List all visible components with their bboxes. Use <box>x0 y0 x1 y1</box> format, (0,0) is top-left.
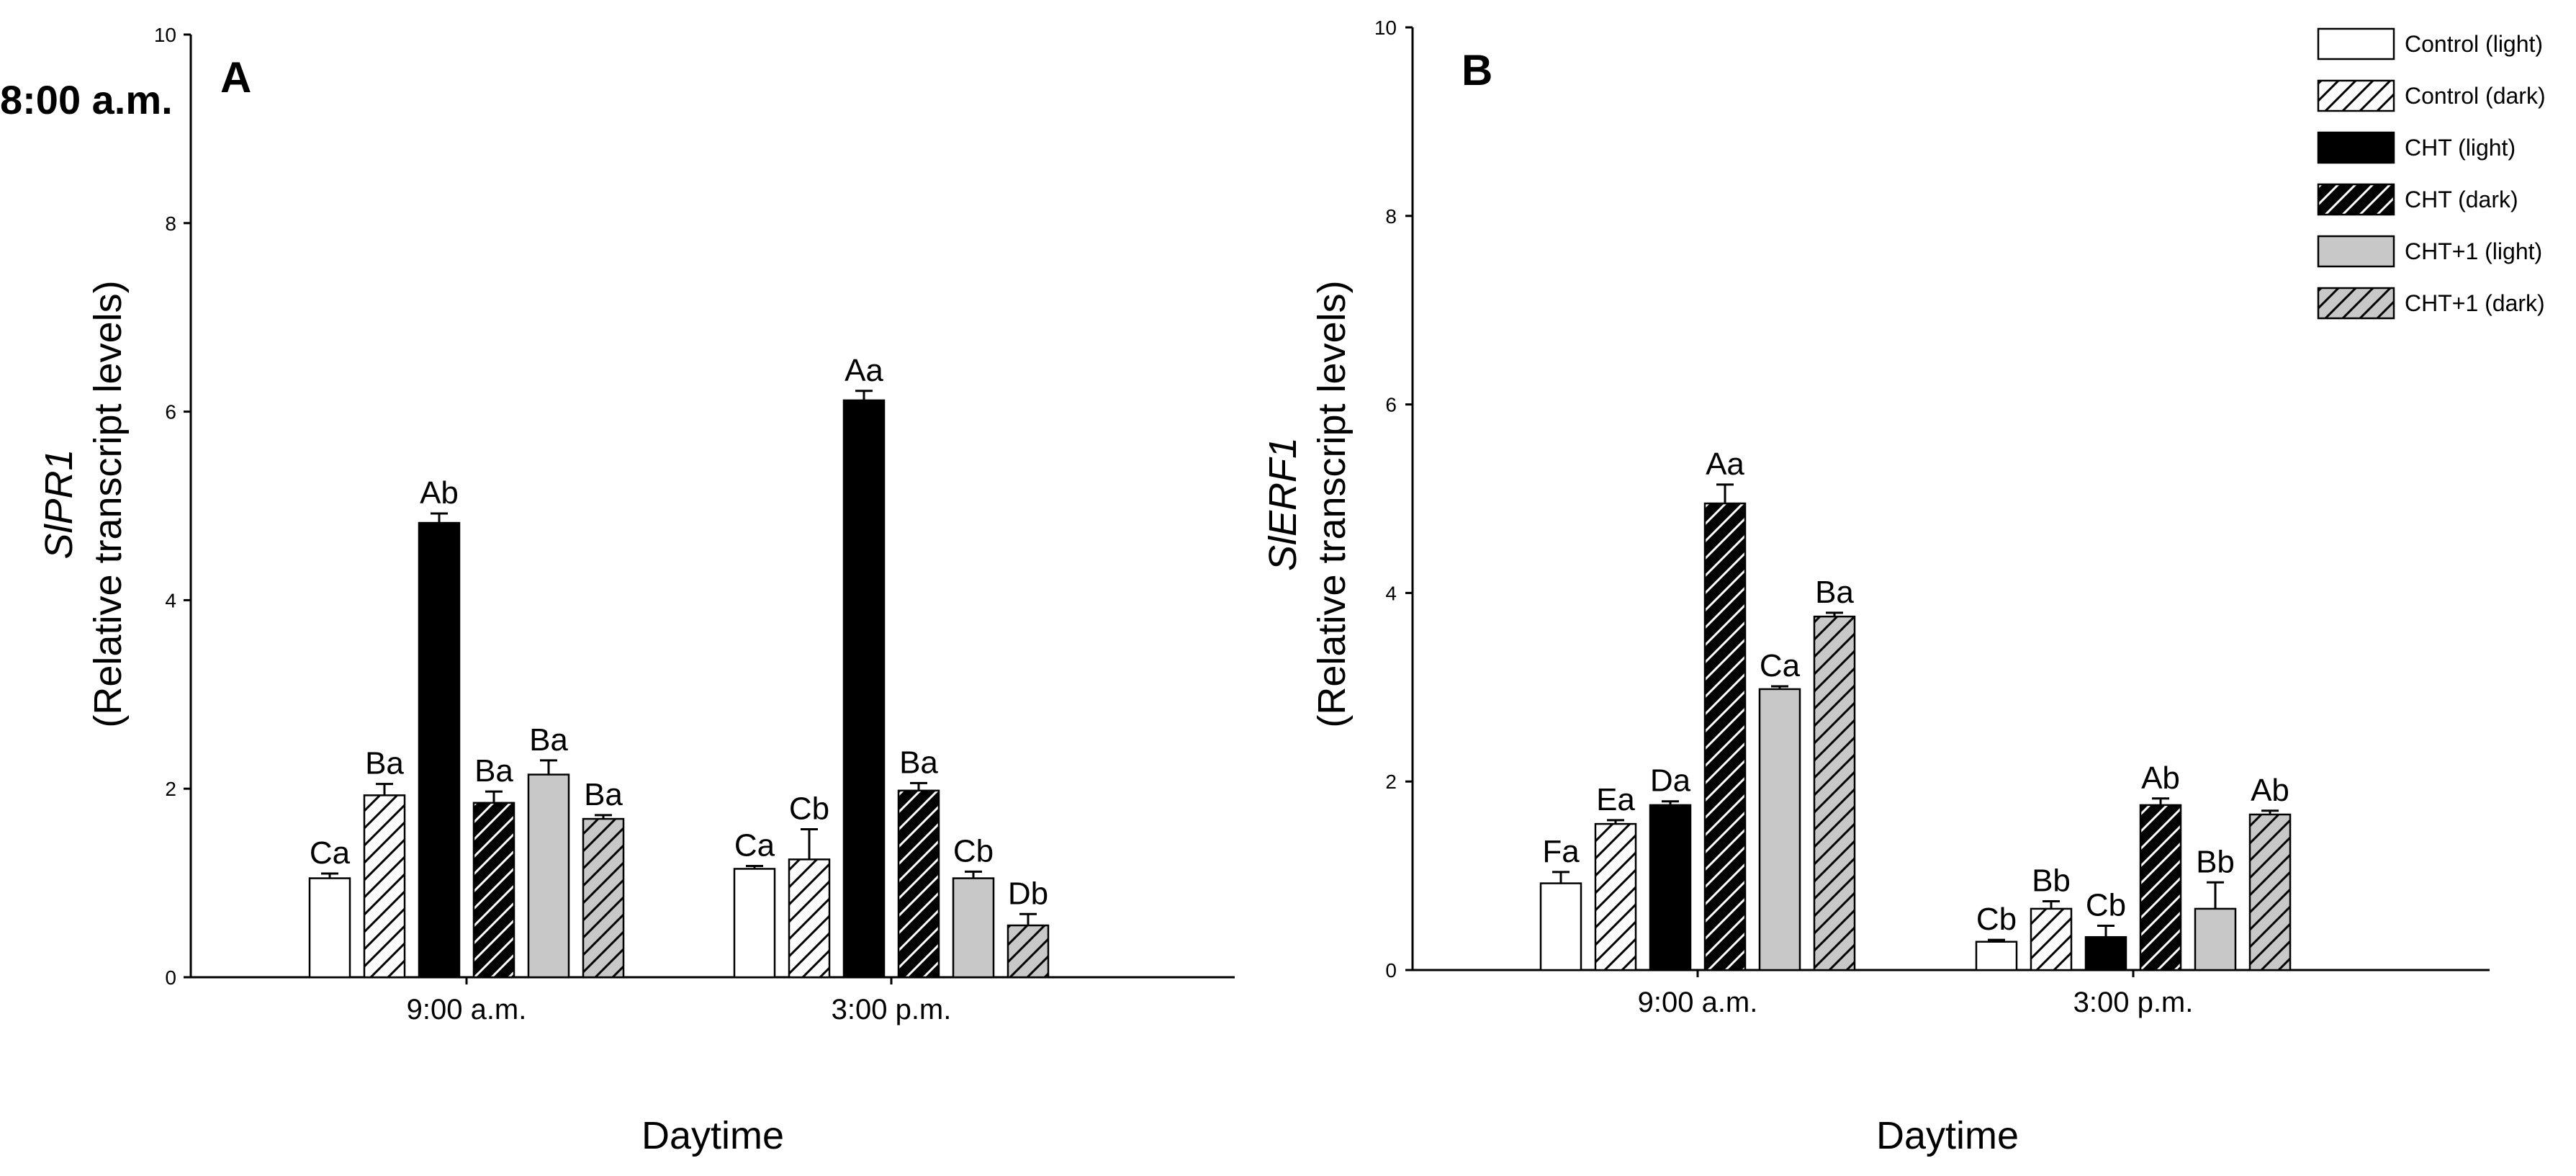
bar <box>472 802 515 979</box>
significance-label: Ba <box>474 753 513 789</box>
panel-a-ylabel: (Relative transcript levels) <box>86 280 130 727</box>
legend-label: Control (light) <box>2405 31 2543 57</box>
y-tick-label: 4 <box>165 589 176 611</box>
y-tick-label: 0 <box>165 966 176 989</box>
bar <box>2030 907 2073 971</box>
significance-label: Ba <box>365 746 404 781</box>
significance-label: Bb <box>2196 844 2235 879</box>
panel-b-xlabel: Daytime <box>1876 1114 2019 1157</box>
bar <box>1703 502 1747 971</box>
legend-label: CHT (light) <box>2405 135 2516 161</box>
bar <box>582 817 625 979</box>
bar <box>1649 804 1692 971</box>
panel-b-letter: B <box>1462 46 1492 94</box>
y-tick-label: 2 <box>165 778 176 800</box>
significance-label: Fa <box>1542 834 1580 869</box>
panel-a-time-note: 8:00 a.m. <box>0 77 173 122</box>
legend-swatch <box>2317 131 2395 164</box>
significance-label: Ca <box>1760 648 1801 683</box>
panel-b-ylabel-gene: SlERF1 <box>1261 437 1305 571</box>
bar <box>1758 688 1801 971</box>
category-label: 3:00 p.m. <box>2073 987 2194 1018</box>
bar <box>308 877 351 979</box>
y-tick-label: 10 <box>154 24 176 46</box>
y-tick-label: 6 <box>165 401 176 423</box>
bar <box>1539 882 1582 971</box>
panel-b: B SlERF1 (Relative transcript levels) Da… <box>1261 17 2490 1157</box>
bar <box>1006 924 1050 979</box>
significance-label: Ab <box>2251 773 2289 808</box>
legend-swatch <box>2317 235 2395 268</box>
significance-label: Cb <box>789 791 829 826</box>
significance-label: Aa <box>1706 446 1744 482</box>
bar <box>418 521 461 979</box>
legend-swatch <box>2317 183 2395 216</box>
y-tick-label: 4 <box>1385 582 1397 604</box>
y-tick-label: 6 <box>1385 394 1397 416</box>
panel-a-letter: A <box>220 53 251 102</box>
legend-label: Control (dark) <box>2405 83 2546 109</box>
significance-label: Ea <box>1596 782 1635 817</box>
panel-a: 8:00 a.m. A SlPR1 (Relative transcript l… <box>0 24 1235 1157</box>
significance-label: Cb <box>1976 902 2017 937</box>
significance-label: Ba <box>1815 575 1854 610</box>
bar <box>1975 941 2018 971</box>
panel-a-plot: 0 2 4 6 8 10 9:00 a.m. Ca Ba Ab Ba Ba Ba 3:00 p.m. Ca C… <box>154 24 1235 1025</box>
y-tick-label: 10 <box>1374 17 1397 39</box>
bar <box>2139 804 2182 971</box>
significance-label: Ba <box>584 777 623 812</box>
panel-a-xlabel: Daytime <box>641 1114 784 1157</box>
bar <box>952 877 995 979</box>
significance-label: Cb <box>953 833 994 868</box>
bar <box>842 399 886 979</box>
significance-label: Ab <box>2141 760 2180 796</box>
significance-label: Cb <box>2086 887 2126 923</box>
significance-label: Da <box>1650 763 1691 799</box>
bar <box>2248 813 2292 971</box>
bar <box>1813 615 1856 971</box>
significance-label: Ba <box>899 745 938 780</box>
significance-label: Aa <box>845 353 883 388</box>
legend-swatch <box>2317 287 2395 320</box>
legend-swatch <box>2317 79 2395 112</box>
significance-label: Db <box>1008 876 1048 911</box>
bar <box>527 773 570 979</box>
legend-label: CHT+1 (light) <box>2405 238 2542 264</box>
category-label: 9:00 a.m. <box>1638 987 1758 1018</box>
bar <box>897 789 940 979</box>
panel-b-ylabel: (Relative transcript levels) <box>1310 280 1354 727</box>
legend: Control (light) Control (dark) CHT (light)… <box>2317 27 2546 320</box>
significance-label: Ca <box>310 835 351 871</box>
significance-label: Bb <box>2032 863 2071 898</box>
legend-label: CHT+1 (dark) <box>2405 290 2545 316</box>
significance-label: Ab <box>420 475 459 511</box>
bar <box>2084 935 2127 971</box>
bar <box>788 858 831 979</box>
significance-label: Ca <box>734 828 775 863</box>
bar <box>1594 822 1637 971</box>
bar <box>733 868 776 979</box>
bar <box>2194 907 2237 971</box>
legend-label: CHT (dark) <box>2405 187 2518 212</box>
panel-b-plot: 0 2 4 6 8 10 9:00 a.m. Fa Ea Da Aa Ca Ba 3:00 p.m. Cb B… <box>1374 17 2490 1018</box>
legend-swatch <box>2317 27 2395 60</box>
category-label: 9:00 a.m. <box>407 994 527 1025</box>
panel-a-ylabel-gene: SlPR1 <box>37 449 81 559</box>
significance-label: Ba <box>529 722 568 758</box>
y-tick-label: 0 <box>1385 959 1397 982</box>
category-label: 3:00 p.m. <box>832 994 952 1025</box>
y-tick-label: 8 <box>1385 205 1397 228</box>
y-tick-label: 2 <box>1385 771 1397 793</box>
y-tick-label: 8 <box>165 212 176 235</box>
bar <box>363 794 406 979</box>
